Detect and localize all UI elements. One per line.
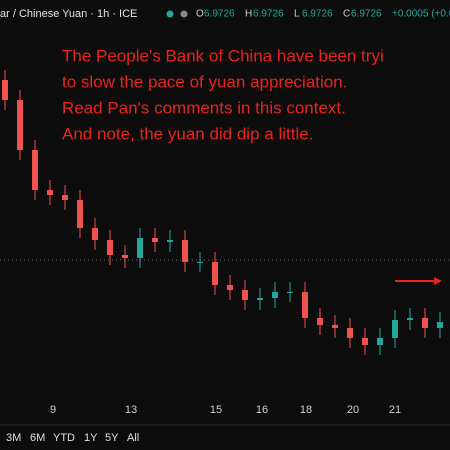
x-tick-label: 18 [300, 404, 312, 416]
candle-body [362, 338, 368, 345]
candle-body [17, 100, 23, 150]
candle-body [302, 292, 308, 318]
status-dot [180, 10, 188, 18]
candle-body [92, 228, 98, 240]
candle-body [287, 292, 293, 293]
candle-body [77, 200, 83, 228]
candle-body [227, 285, 233, 290]
candle-body [122, 255, 128, 258]
x-tick-label: 13 [125, 404, 137, 416]
annotation-line: And note, the yuan did dip a little. [62, 124, 313, 143]
ohlc-value: 6.9726 [253, 9, 284, 20]
time-range-button[interactable]: All [127, 432, 139, 444]
ohlc-label: H [245, 9, 252, 20]
annotation-line: The People's Bank of China have been try… [62, 46, 384, 65]
candle-body [422, 318, 428, 328]
candle-body [407, 318, 413, 320]
ohlc-value: 6.9726 [302, 9, 333, 20]
x-tick-label: 16 [256, 404, 268, 416]
candle-body [212, 262, 218, 285]
candle-body [62, 195, 68, 200]
candle-body [242, 290, 248, 300]
ohlc-value: 6.9726 [204, 9, 235, 20]
change: +0.0005 (+0.01%) [392, 9, 450, 20]
x-tick-label: 21 [389, 404, 401, 416]
candle-body [347, 328, 353, 338]
candle-body [167, 240, 173, 242]
candle-body [332, 325, 338, 328]
status-dot [166, 10, 174, 18]
candle-body [377, 338, 383, 345]
time-range-button[interactable]: YTD [53, 432, 75, 444]
candle-body [317, 318, 323, 325]
time-range-button[interactable]: 6M [30, 432, 45, 444]
candle-body [47, 190, 53, 195]
ohlc-label: L [294, 9, 300, 20]
x-tick-label: 9 [50, 404, 56, 416]
time-range-button[interactable]: 1Y [84, 432, 98, 444]
time-range-button[interactable]: 3M [6, 432, 21, 444]
x-tick-label: 20 [347, 404, 359, 416]
candle-body [392, 320, 398, 338]
candle-body [272, 292, 278, 298]
candle-body [107, 240, 113, 255]
time-range-button[interactable]: 5Y [105, 432, 119, 444]
annotation-line: to slow the pace of yuan appreciation. [62, 72, 347, 91]
candle-body [182, 240, 188, 262]
candle-body [152, 238, 158, 242]
candle-body [32, 150, 38, 190]
ohlc-label: C [343, 9, 350, 20]
candle-body [137, 238, 143, 258]
arrow-head [434, 277, 442, 285]
candle-body [2, 80, 8, 100]
ohlc-label: O [196, 9, 204, 20]
candle-body [257, 298, 263, 300]
x-tick-label: 15 [210, 404, 222, 416]
candle-body [437, 322, 443, 328]
ohlc-value: 6.9726 [351, 9, 382, 20]
candle-body [197, 262, 203, 263]
symbol: ar / Chinese Yuan · 1h · ICE [0, 8, 137, 20]
annotation-line: Read Pan's comments in this context. [62, 98, 346, 117]
